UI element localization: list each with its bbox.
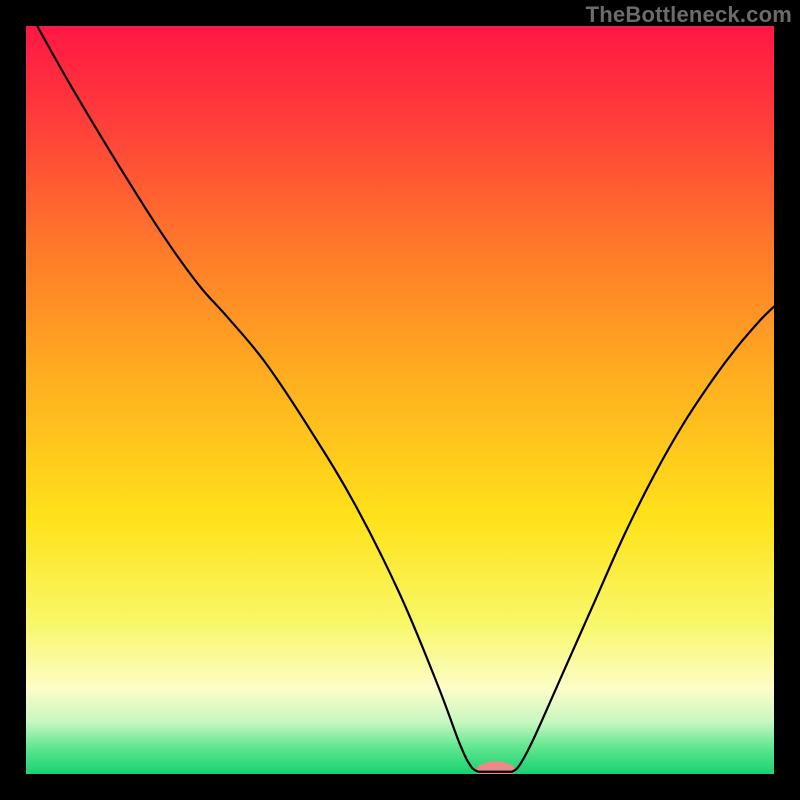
bottleneck-chart bbox=[0, 0, 800, 800]
chart-root: TheBottleneck.com bbox=[0, 0, 800, 800]
plot-background bbox=[26, 26, 774, 774]
